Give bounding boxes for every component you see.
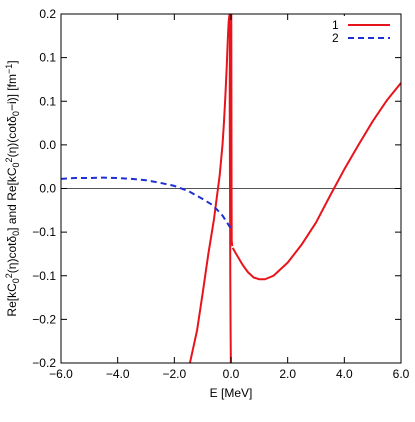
tick-layer	[60, 13, 402, 364]
x-tick-label: 2.0	[279, 367, 296, 381]
y-tick-label: 0.1	[39, 51, 56, 65]
y-axis-label-part: −1	[4, 64, 14, 74]
legend-label: 2	[332, 31, 339, 45]
x-tick-label: 4.0	[336, 367, 353, 381]
y-tick-label: −0.2	[32, 356, 56, 370]
y-tick-label: 0.2	[39, 7, 56, 21]
y-axis-label-part: 2	[4, 157, 14, 162]
y-axis-label-part: −i)] [fm	[5, 74, 19, 111]
y-tick-label: −0.1	[32, 225, 56, 239]
y-tick-label: 0.0	[39, 182, 56, 196]
legend-label: 1	[332, 18, 339, 32]
legend-box	[326, 16, 398, 46]
tick-label-layer: −6.0 −4.0 −2.0 0.0 2.0 4.0 6.0 −0.2 −0.2 −0.1 −0.1…	[32, 7, 409, 381]
series-1-line	[231, 82, 401, 281]
y-axis-label-part: (η)(cotδ	[5, 116, 19, 158]
legend: 12	[326, 16, 398, 46]
y-axis-label: Re[kC02(η)cotδ0] and Re[kC02(η)(cotδ0−i)…	[4, 60, 21, 316]
y-axis-label-part: 0	[11, 278, 21, 283]
series-1-line	[228, 14, 232, 363]
y-tick-label: 0.1	[39, 94, 56, 108]
y-axis-label-part: 0	[11, 231, 21, 236]
y-axis-label-part: ]	[5, 60, 19, 63]
y-axis-label-part: 2	[4, 273, 14, 278]
series-2-line	[61, 176, 232, 230]
y-axis-label-part: 0	[11, 162, 21, 167]
x-tick-label: 6.0	[393, 367, 410, 381]
x-tick-label: −2.0	[162, 367, 186, 381]
series-1-line	[188, 14, 231, 363]
y-axis-label-part: 0	[11, 111, 21, 116]
x-axis-label: E [MeV]	[210, 386, 253, 400]
y-axis-label-part: ] and Re[kC	[5, 167, 19, 231]
x-tick-label: −4.0	[106, 367, 130, 381]
series-1-line	[230, 14, 234, 247]
y-axis-label-part: (η)cotδ	[5, 236, 19, 274]
x-tick-label: 0.0	[223, 367, 240, 381]
series-layer	[61, 14, 401, 363]
y-axis-label-part: Re[kC	[5, 283, 19, 317]
y-tick-label: 0.0	[39, 138, 56, 152]
x-tick-label: −6.0	[49, 367, 73, 381]
y-tick-label: −0.1	[32, 269, 56, 283]
y-tick-label: −0.2	[32, 312, 56, 326]
